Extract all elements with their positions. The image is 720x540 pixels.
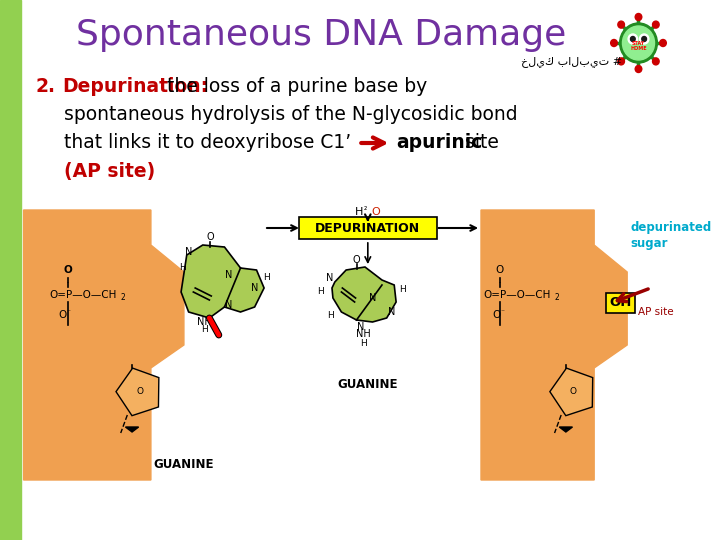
Text: spontaneous hydrolysis of the N-glycosidic bond: spontaneous hydrolysis of the N-glycosid… [64,105,518,125]
Circle shape [623,26,654,60]
FancyBboxPatch shape [606,293,635,313]
Text: STAY
HOME: STAY HOME [630,40,647,51]
Text: NH: NH [356,329,371,339]
Polygon shape [125,427,139,432]
Polygon shape [24,210,184,480]
Text: H: H [400,286,406,294]
Circle shape [642,37,647,42]
Text: N: N [369,293,377,303]
Text: N: N [326,273,334,283]
Text: N: N [356,322,364,332]
Polygon shape [559,427,572,432]
Text: 2.: 2. [36,78,56,97]
Text: N: N [225,300,232,310]
Polygon shape [181,245,264,318]
Text: 2: 2 [121,294,125,302]
Text: the loss of a purine base by: the loss of a purine base by [161,78,428,97]
Text: 2: 2 [554,294,559,302]
Text: ₂: ₂ [364,203,367,212]
Text: NH: NH [197,317,212,327]
Circle shape [628,34,637,44]
Text: H: H [202,326,208,334]
Polygon shape [116,368,159,416]
Polygon shape [332,267,396,322]
Circle shape [652,58,659,65]
Polygon shape [550,368,593,416]
Text: N: N [387,307,395,317]
Text: O: O [570,388,577,396]
Text: O: O [492,310,500,320]
Circle shape [620,23,657,63]
Text: GUANINE: GUANINE [153,458,214,471]
Text: site: site [459,133,499,152]
Text: O: O [58,310,67,320]
Circle shape [639,34,649,44]
Text: O: O [372,207,380,217]
Polygon shape [481,210,627,480]
Circle shape [635,65,642,72]
Text: N: N [251,283,258,293]
Text: DEPURINATION: DEPURINATION [315,221,420,234]
Text: خليك بالبيت #: خليك بالبيت # [521,57,623,68]
Text: H: H [318,287,324,296]
Text: H: H [360,339,366,348]
Text: OH: OH [609,296,631,309]
Text: H: H [264,273,270,281]
Text: that links it to deoxyribose C1’: that links it to deoxyribose C1’ [64,133,351,152]
Text: O: O [63,265,72,275]
Text: AP site: AP site [637,307,673,317]
Text: H: H [179,264,185,273]
Text: apurinic: apurinic [396,133,482,152]
Text: Depurination:: Depurination: [62,78,208,97]
Text: ⁻: ⁻ [501,307,505,316]
Text: O=P—O—CH: O=P—O—CH [49,290,117,300]
Text: O: O [353,255,360,265]
Text: GUANINE: GUANINE [338,379,398,392]
Text: N: N [225,270,232,280]
Text: H: H [327,310,333,320]
Text: ⁻: ⁻ [67,307,71,316]
Text: N: N [185,247,192,257]
FancyBboxPatch shape [299,217,436,239]
Circle shape [652,21,659,28]
Circle shape [618,58,624,65]
Circle shape [660,39,666,46]
Text: O=P—O—CH: O=P—O—CH [483,290,550,300]
Text: O: O [207,232,214,242]
Circle shape [618,21,624,28]
Circle shape [631,37,635,42]
Text: Spontaneous DNA Damage: Spontaneous DNA Damage [76,18,566,52]
Text: O: O [136,388,143,396]
Circle shape [635,14,642,21]
Bar [0,0,21,540]
Text: (AP site): (AP site) [64,161,156,180]
Text: H: H [355,207,363,217]
Circle shape [611,39,617,46]
Text: depurinated
sugar: depurinated sugar [630,220,711,249]
Text: O: O [496,265,504,275]
